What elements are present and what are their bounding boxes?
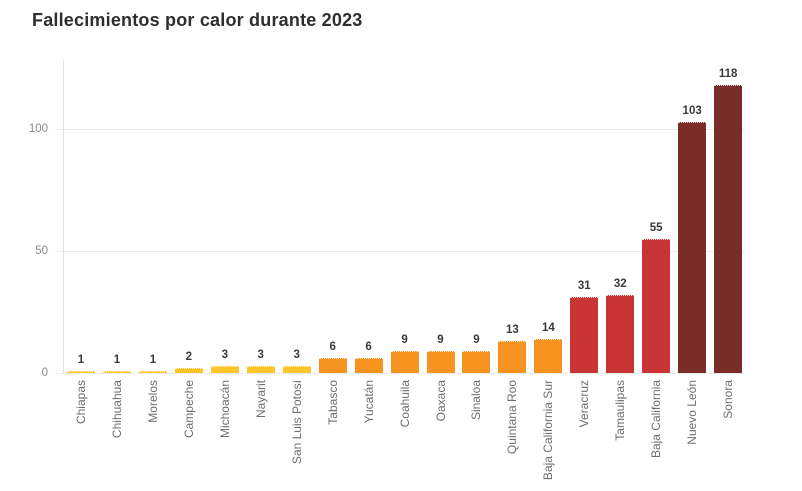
y-axis-tick-label: 100 [28,123,48,135]
x-axis-label: Yucatán [361,380,376,424]
x-axis-label: Nuevo León [685,380,700,445]
x-axis-label: Baja California [649,380,664,459]
bar[interactable] [174,368,203,373]
bar[interactable] [462,351,491,373]
bar-value-label: 3 [257,348,264,361]
bar-value-label: 2 [185,351,193,364]
bar[interactable] [426,351,455,373]
bar[interactable] [642,238,671,373]
x-axis-label: Nayarit [253,380,268,419]
x-axis-label: Quintana Roo [505,380,520,455]
bar[interactable] [714,85,743,373]
bar-value-label: 1 [113,353,121,366]
bar-value-label: 103 [682,104,702,117]
bar-value-label: 118 [718,68,738,81]
x-axis-label: Sonora [721,380,736,419]
bar-value-label: 6 [329,341,336,354]
bar-value-label: 1 [149,353,157,366]
bar[interactable] [354,358,383,373]
bar-value-label: 14 [541,321,555,334]
bar[interactable] [498,341,527,373]
x-axis-label: Coahuila [397,380,412,428]
bar-value-label: 31 [577,280,591,293]
bar[interactable] [534,338,563,373]
x-axis-label: San Luis Potosí [289,380,304,465]
bar-value-label: 3 [293,348,300,361]
bar-value-label: 6 [365,341,372,354]
bar[interactable] [210,365,239,373]
gridline [55,373,745,374]
y-axis-tick-label: 50 [35,245,48,257]
bar-value-label: 9 [401,334,408,347]
x-axis-label: Chiapas [74,380,88,425]
x-axis-label: Sinaloa [469,380,484,421]
bar[interactable] [246,365,275,373]
x-axis-label: Chihuahua [109,380,124,439]
bar[interactable] [138,370,167,373]
x-axis-label: Oaxaca [433,380,448,422]
bar-value-label: 3 [221,348,228,361]
gridline [55,129,745,130]
x-axis-label: Morelos [145,380,160,423]
chart-title: Fallecimientos por calor durante 2023 [32,10,363,30]
bar-value-label: 55 [649,221,663,234]
x-axis-label: Veracruz [577,380,592,428]
x-axis-label: Campeche [181,380,196,439]
bar[interactable] [318,358,347,373]
bar[interactable] [282,365,311,373]
bar-value-label: 9 [473,334,480,347]
gridline [55,251,745,252]
bar[interactable] [67,370,95,373]
x-axis-label: Tamaulipas [613,380,628,441]
x-axis-label: Baja California Sur [541,380,556,481]
bar-value-label: 9 [437,334,444,347]
bar[interactable] [390,351,419,373]
y-axis-tick-label: 0 [41,367,48,379]
bar-value-label: 13 [505,324,519,337]
bar-value-label: 32 [613,277,627,290]
y-axis-line [63,60,64,373]
bar[interactable] [606,294,635,373]
bar[interactable] [678,121,707,373]
bar[interactable] [570,297,599,373]
x-axis-label: Tabasco [325,380,340,425]
x-axis-label: Michoacán [217,380,232,439]
bar[interactable] [102,370,131,373]
bar-value-label: 1 [77,353,85,366]
